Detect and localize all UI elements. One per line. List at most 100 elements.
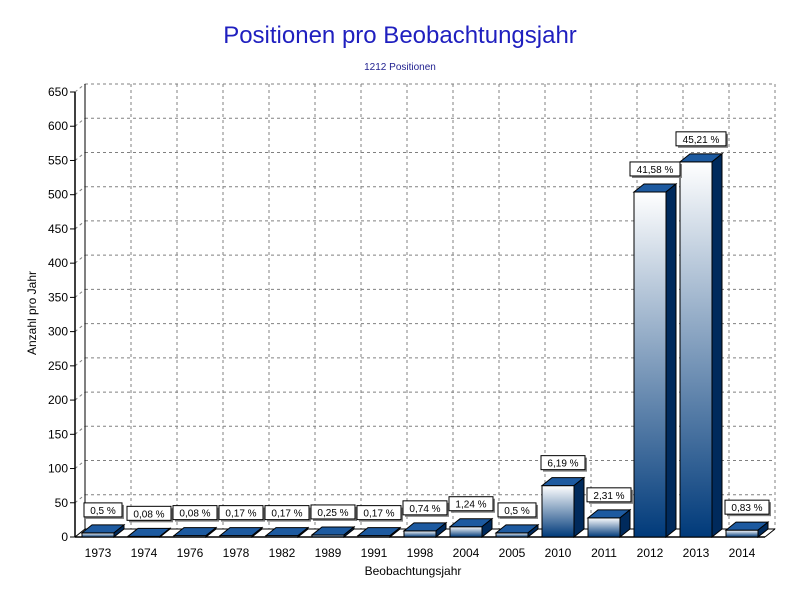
bar — [402, 521, 448, 539]
y-gridline-side — [74, 357, 86, 367]
y-tick-label: 100 — [48, 462, 68, 476]
bar-side — [297, 526, 309, 539]
x-tick-label: 2014 — [729, 546, 756, 560]
bar-front — [541, 485, 575, 538]
x-tick-label: 1976 — [177, 546, 204, 560]
data-label: 0,08 % — [172, 505, 219, 522]
bar — [356, 526, 402, 539]
y-tick-label: 650 — [48, 85, 68, 99]
data-label-box — [402, 500, 448, 516]
y-tick-label: 450 — [48, 222, 68, 236]
y-gridline-side — [74, 460, 86, 469]
data-label-box — [540, 455, 586, 471]
bar — [80, 523, 126, 539]
bar-front — [403, 530, 437, 538]
bar-side — [113, 523, 125, 539]
x-tick-label: 2004 — [453, 546, 480, 560]
y-gridline-side — [74, 288, 86, 298]
data-label-box — [218, 505, 264, 521]
bar-side — [757, 521, 769, 539]
y-gridline-side — [74, 186, 86, 196]
y-gridline-side — [74, 117, 86, 127]
bar-front — [633, 191, 667, 538]
bar-side — [665, 182, 677, 539]
bar — [632, 182, 678, 539]
x-tick-label: 2013 — [683, 546, 710, 560]
data-label-box — [356, 505, 402, 521]
chart-subtitle: 1212 Positionen — [364, 62, 436, 73]
data-label-text: 0,5 % — [504, 506, 530, 517]
data-label-text: 6,19 % — [547, 459, 578, 470]
data-label-text: 0,17 % — [225, 509, 256, 520]
bar-front — [81, 532, 115, 538]
data-label-box — [586, 487, 632, 503]
data-label-box — [629, 161, 681, 177]
data-label-text: 0,08 % — [133, 509, 164, 520]
data-label-text: 0,25 % — [317, 508, 348, 519]
data-label-box — [264, 505, 310, 521]
bar-front — [679, 161, 713, 538]
bar — [586, 508, 632, 539]
x-tick-label: 1978 — [223, 546, 250, 560]
data-label-text: 1,24 % — [455, 500, 486, 511]
y-axis-title: Anzahl pro Jahr — [25, 271, 39, 355]
bar-side — [711, 152, 723, 539]
data-label: 0,5 % — [83, 502, 124, 519]
bar — [494, 523, 540, 539]
bar-front — [449, 526, 483, 538]
data-label: 6,19 % — [540, 455, 587, 472]
bar-side — [527, 523, 539, 539]
bar — [126, 527, 172, 539]
data-label-text: 0,17 % — [363, 509, 394, 520]
data-label-box — [126, 505, 172, 521]
y-tick-label: 550 — [48, 153, 68, 167]
data-label: 0,17 % — [264, 505, 311, 522]
data-label-box — [310, 504, 356, 520]
y-tick-label: 600 — [48, 119, 68, 133]
bar — [678, 152, 724, 539]
x-tick-label: 1982 — [269, 546, 296, 560]
y-gridline-side — [74, 391, 86, 401]
x-tick-label: 2010 — [545, 546, 572, 560]
x-axis-title: Beobachtungsjahr — [365, 564, 462, 578]
bar-side — [619, 508, 631, 539]
data-label-text: 0,83 % — [731, 503, 762, 514]
y-gridline-side — [74, 494, 86, 504]
y-tick-label: 300 — [48, 325, 68, 339]
data-label: 0,17 % — [218, 505, 265, 522]
x-tick-label: 2011 — [591, 546, 617, 560]
bar — [218, 526, 264, 539]
x-tick-label: 2005 — [499, 546, 526, 560]
bar-front — [587, 517, 621, 538]
x-tick-label: 1973 — [85, 546, 112, 560]
data-label: 2,31 % — [586, 487, 633, 504]
bar-side — [435, 521, 447, 539]
y-tick-label: 250 — [48, 359, 68, 373]
data-label-box — [724, 499, 770, 515]
x-tick-label: 1989 — [315, 546, 342, 560]
x-tick-label: 1974 — [131, 546, 158, 560]
floor-right-edge — [764, 528, 776, 538]
data-label-box — [675, 131, 727, 147]
x-tick-label: 1998 — [407, 546, 434, 560]
left-wall-edge — [74, 84, 86, 538]
bar — [448, 517, 494, 539]
bar-front — [725, 529, 759, 538]
data-label: 0,74 % — [402, 500, 449, 517]
bar — [264, 526, 310, 539]
y-tick-label: 150 — [48, 427, 68, 441]
chart-title: Positionen pro Beobachtungsjahr — [223, 22, 577, 49]
data-label-text: 0,17 % — [271, 509, 302, 520]
y-tick-label: 350 — [48, 290, 68, 304]
data-label: 41,58 % — [629, 161, 682, 178]
y-gridline-side — [74, 220, 86, 230]
bar — [310, 525, 356, 539]
y-gridline-side — [74, 323, 86, 333]
bar-side — [343, 525, 355, 539]
data-label-text: 41,58 % — [637, 165, 674, 176]
bar-side — [205, 526, 217, 539]
data-label-text: 2,31 % — [593, 491, 624, 502]
y-gridline-side — [74, 254, 86, 264]
y-gridline-side — [74, 152, 86, 161]
